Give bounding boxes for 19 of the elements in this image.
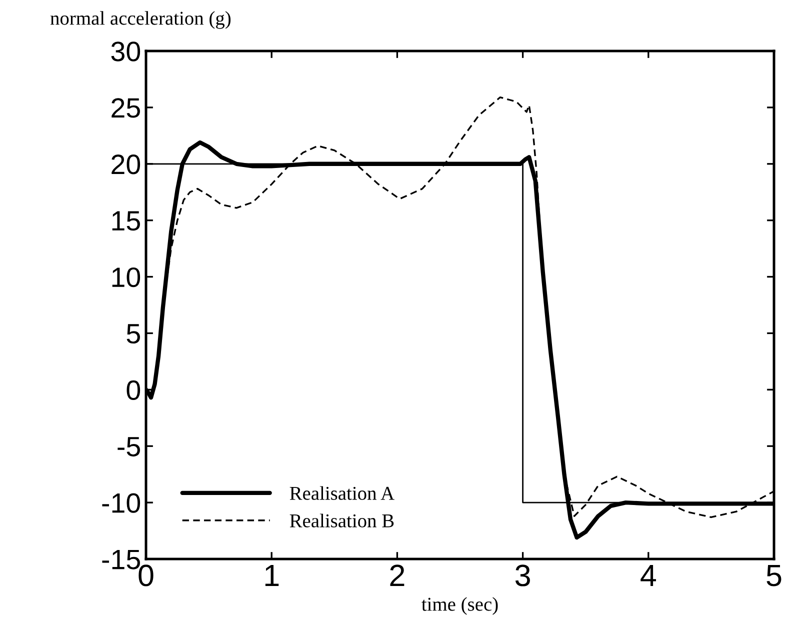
y-tick-label: 25 [112,98,140,118]
x-tick-label: 2 [390,564,404,586]
x-tick-label: 4 [640,564,656,586]
y-tick-label: -5 [118,437,140,456]
x-tick-label: 5 [766,564,782,586]
y-tick-label: 10 [112,267,140,288]
legend-label: Realisation A [290,486,394,500]
legend-label: Realisation B [290,514,394,528]
x-tick-label: 3 [515,564,530,586]
y-tick-label: -10 [102,493,140,513]
y-tick-label: 0 [126,380,140,400]
y-tick-label: 5 [126,324,140,344]
y-tick-label: 30 [111,42,140,62]
y-axis-title: normal acceleration (g) [50,11,231,29]
y-tick-label: 20 [112,154,140,174]
y-tick-label: -15 [102,550,140,570]
x-tick-label: 1 [265,564,279,586]
y-tick-label: 15 [112,211,140,231]
x-axis-title: time (sec) [422,597,498,615]
